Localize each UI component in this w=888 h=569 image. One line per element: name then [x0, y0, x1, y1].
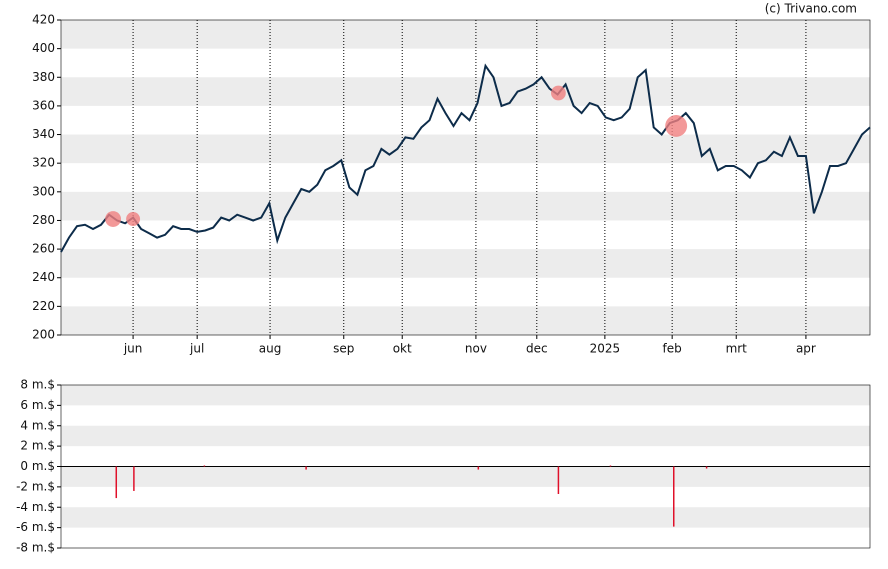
y-tick-label: 6 m.$: [20, 398, 55, 412]
credit: (c) Trivano.com: [765, 2, 857, 16]
y-tick-label: 400: [32, 41, 55, 55]
y-tick-label: 0 m.$: [20, 459, 55, 473]
grid-band: [61, 507, 870, 528]
grid-band: [61, 77, 870, 106]
x-tick-label: mrt: [726, 342, 748, 356]
trade-marker: [551, 85, 566, 101]
trade-marker: [105, 211, 121, 227]
x-tick-label: aug: [259, 342, 282, 356]
x-tick-label: dec: [526, 342, 548, 356]
y-tick-label: -2 m.$: [16, 479, 55, 493]
x-tick-label: jun: [123, 342, 143, 356]
price-line: [60, 63, 871, 253]
x-tick-label: 2025: [590, 342, 621, 356]
y-tick-label: 360: [32, 98, 55, 112]
y-tick-label: 240: [32, 270, 55, 284]
trade-marker: [126, 212, 141, 226]
y-tick-label: 260: [32, 242, 55, 256]
grid-band: [61, 191, 870, 221]
x-tick-label: okt: [393, 342, 412, 356]
y-tick-label: 220: [32, 299, 55, 313]
y-tick-label: -4 m.$: [16, 500, 55, 514]
y-tick-label: -6 m.$: [16, 520, 55, 534]
grid-band: [61, 20, 870, 49]
y-tick-label: 420: [32, 13, 55, 27]
y-tick-label: 2 m.$: [20, 439, 55, 453]
x-tick-label: nov: [465, 342, 487, 356]
grid-band: [61, 425, 870, 447]
grid-band: [61, 134, 870, 164]
y-tick-label: 280: [32, 213, 55, 227]
y-tick-label: 340: [32, 127, 55, 141]
grid-band: [61, 466, 870, 487]
x-tick-label: feb: [663, 342, 682, 356]
x-tick-label: apr: [796, 342, 816, 356]
y-tick-label: -8 m.$: [16, 541, 55, 555]
y-tick-label: 380: [32, 70, 55, 84]
y-tick-label: 200: [32, 328, 55, 342]
grid-band: [61, 249, 870, 278]
plot-frame: [60, 19, 871, 336]
y-tick-label: 4 m.$: [20, 418, 55, 432]
grid-band: [61, 306, 870, 335]
trade-marker: [665, 115, 688, 137]
x-tick-label: sep: [333, 342, 354, 356]
y-tick-label: 320: [32, 156, 55, 170]
y-tick-label: 8 m.$: [20, 378, 55, 392]
grid-band: [61, 385, 870, 406]
x-tick-label: jul: [189, 342, 204, 356]
y-tick-label: 300: [32, 184, 55, 198]
